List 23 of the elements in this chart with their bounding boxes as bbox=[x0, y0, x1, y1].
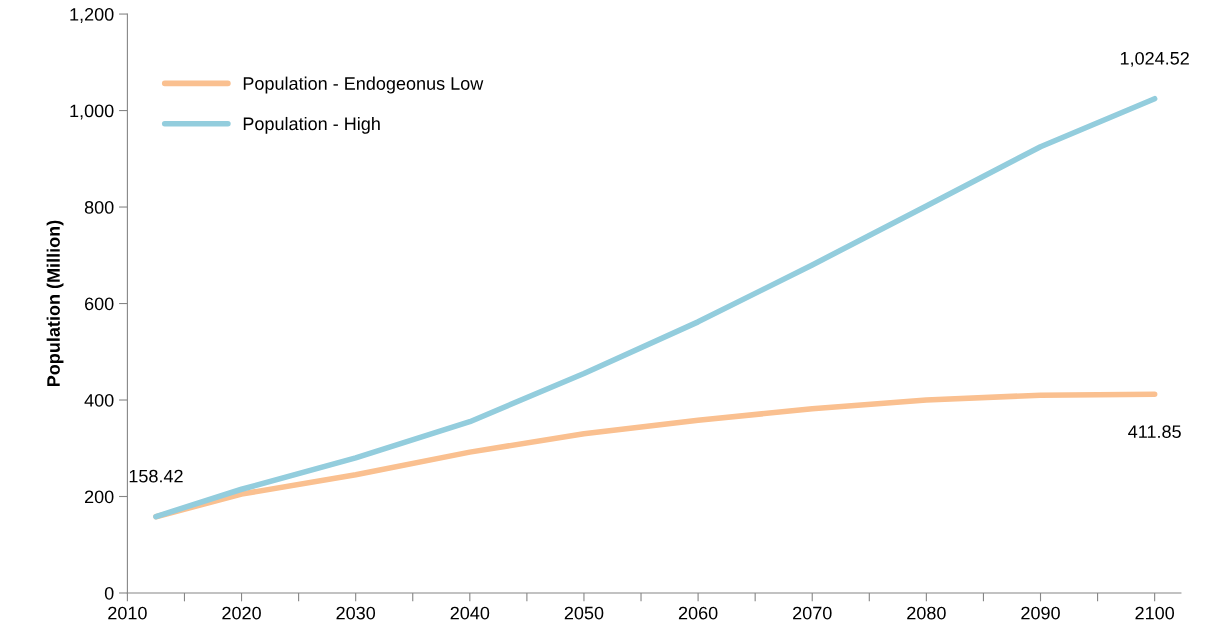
x-tick-label: 2080 bbox=[907, 606, 946, 620]
x-tick-label: 2090 bbox=[1021, 606, 1060, 620]
y-tick-label: 600 bbox=[85, 297, 114, 311]
legend-label: Population - High bbox=[243, 116, 380, 134]
x-tick-label: 2070 bbox=[793, 606, 832, 620]
y-tick-label: 400 bbox=[84, 393, 114, 407]
x-tick-label: 2060 bbox=[678, 606, 718, 620]
x-tick-label: 2040 bbox=[450, 606, 490, 620]
x-tick-label: 2100 bbox=[1135, 606, 1175, 620]
y-tick-label: 200 bbox=[84, 490, 114, 504]
y-axis-title: Population (Million) bbox=[46, 220, 64, 387]
legend-label: Population - Endogeonus Low bbox=[243, 76, 484, 94]
x-tick-label: 2030 bbox=[336, 606, 376, 620]
y-tick-label: 0 bbox=[104, 586, 114, 600]
y-tick-label: 800 bbox=[84, 200, 114, 214]
data-label: 411.85 bbox=[1128, 425, 1181, 439]
x-tick-label: 2050 bbox=[564, 606, 604, 620]
y-tick-label: 1,000 bbox=[70, 104, 114, 120]
data-label: 158.42 bbox=[129, 469, 183, 483]
x-tick-label: 2010 bbox=[108, 606, 147, 620]
y-tick-label: 1,200 bbox=[70, 7, 114, 23]
x-tick-label: 2020 bbox=[222, 606, 261, 620]
data-label: 1,024.52 bbox=[1120, 51, 1189, 67]
